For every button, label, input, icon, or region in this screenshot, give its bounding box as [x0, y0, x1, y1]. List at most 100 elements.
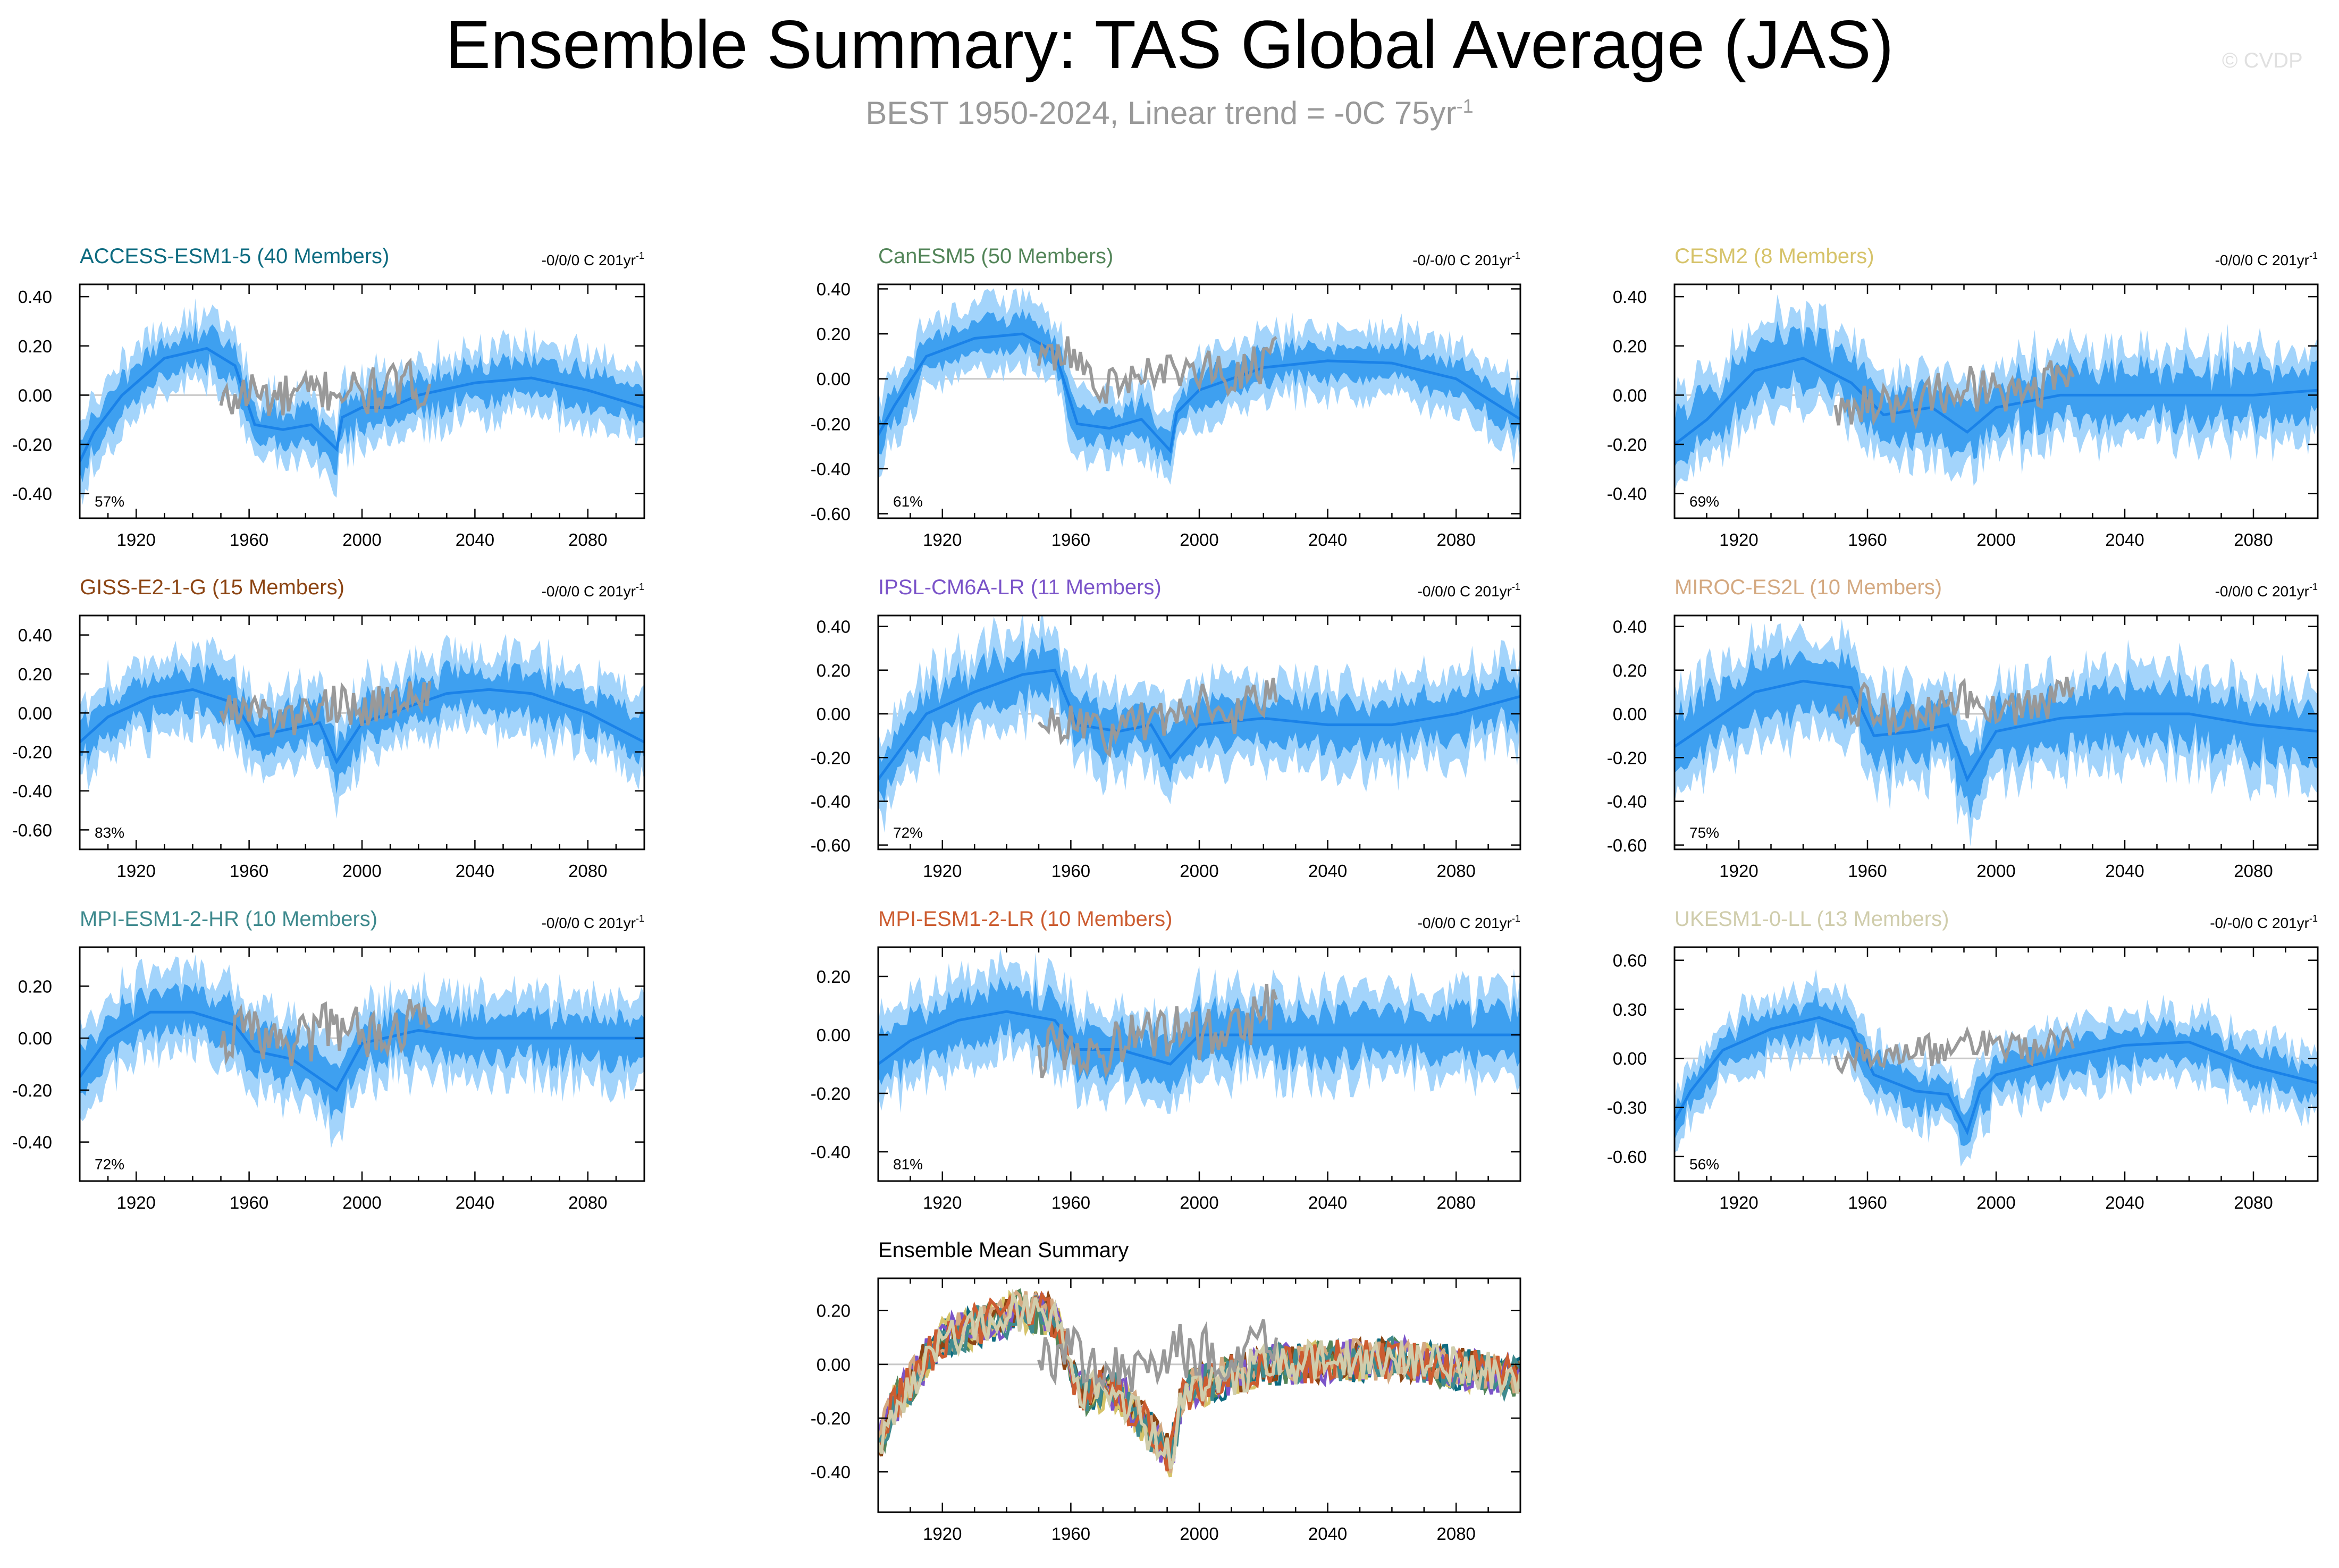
x-tick-label: 2080	[2234, 861, 2273, 881]
x-tick-label: 2040	[456, 530, 494, 550]
ensemble-iqr-band	[80, 659, 644, 794]
x-tick-label: 1960	[230, 861, 268, 881]
x-tick-label: 1960	[1051, 861, 1090, 881]
chart-panel: 1920 1960 2000 2040 2080 0.40 0.20 0.00 -0.20 -0.…	[1607, 245, 2319, 550]
y-tick-label: -0.40	[1607, 792, 1647, 812]
observations-line	[1037, 336, 1277, 404]
x-tick-label: 1920	[1719, 1193, 1758, 1212]
panel-title: GISS-E2-1-G (15 Members)	[80, 576, 344, 599]
y-tick-label: 0.20	[1613, 336, 1647, 356]
y-tick-label: 0.00	[817, 704, 851, 724]
panel-title: CanESM5 (50 Members)	[878, 245, 1113, 268]
trend-label: -0/0/0 C 201yr-1	[1418, 581, 1520, 600]
panel-title: MPI-ESM1-2-LR (10 Members)	[878, 907, 1172, 931]
y-tick-label: -0.20	[811, 1084, 851, 1103]
percent-label: 75%	[1689, 824, 1719, 841]
y-tick-label: 0.40	[18, 626, 52, 645]
percent-label: 69%	[1689, 493, 1719, 510]
x-tick-label: 1920	[923, 861, 962, 881]
plot-area	[80, 634, 644, 819]
panel-title: CESM2 (8 Members)	[1675, 245, 1874, 268]
x-tick-label: 2080	[568, 861, 607, 881]
x-tick-label: 1920	[923, 1524, 962, 1544]
x-tick-label: 2000	[342, 530, 381, 550]
panel-title: IPSL-CM6A-LR (11 Members)	[878, 576, 1162, 599]
trend-label: -0/0/0 C 201yr-1	[2215, 250, 2318, 268]
y-tick-label: 0.20	[18, 976, 52, 996]
y-tick-label: 0.20	[18, 664, 52, 684]
x-tick-label: 2080	[2234, 530, 2273, 550]
x-tick-label: 1960	[230, 530, 268, 550]
plot-area	[878, 948, 1520, 1114]
x-tick-label: 2080	[2234, 1193, 2273, 1212]
percent-label: 56%	[1689, 1156, 1719, 1173]
trend-label: -0/0/0 C 201yr-1	[1418, 913, 1520, 931]
x-tick-label: 2040	[1308, 1524, 1347, 1544]
x-tick-label: 1960	[1848, 861, 1887, 881]
y-tick-label: 0.00	[1613, 704, 1647, 724]
y-tick-label: 0.40	[817, 279, 851, 299]
x-tick-label: 1920	[923, 1193, 962, 1212]
x-tick-label: 1920	[116, 530, 155, 550]
x-tick-label: 2000	[1180, 530, 1218, 550]
y-tick-label: 0.00	[18, 703, 52, 723]
chart-panel: 1920 1960 2000 2040 2080 0.40 0.20 0.00 -0.20 -0.…	[12, 245, 645, 550]
trend-label: -0/-0/0 C 201yr-1	[1412, 250, 1520, 268]
observations-line	[1037, 983, 1278, 1078]
y-tick-label: -0.60	[811, 504, 851, 524]
x-tick-label: 2080	[1436, 1524, 1475, 1544]
x-tick-label: 1920	[116, 1193, 155, 1212]
x-tick-label: 1920	[1719, 530, 1758, 550]
observations-line	[1833, 360, 2075, 430]
x-tick-label: 1960	[1051, 1524, 1090, 1544]
y-tick-label: -0.60	[1607, 1147, 1647, 1167]
panel-title: MIROC-ES2L (10 Members)	[1675, 576, 1942, 599]
y-tick-label: -0.20	[12, 743, 52, 762]
y-tick-label: -0.40	[12, 484, 52, 504]
x-tick-label: 2000	[1976, 530, 2015, 550]
x-tick-label: 2040	[1308, 530, 1347, 550]
y-tick-label: -0.40	[12, 781, 52, 801]
panel-title: Ensemble Mean Summary	[878, 1238, 1129, 1262]
y-tick-label: 0.00	[817, 1025, 851, 1045]
observations-line	[1037, 678, 1278, 758]
page-subtitle: BEST 1950-2024, Linear trend = -0C 75yr-…	[0, 86, 2339, 133]
ensemble-mean-line	[878, 1010, 1520, 1066]
ensemble-mean-line	[1675, 1016, 2318, 1136]
panel-title: ACCESS-ESM1-5 (40 Members)	[80, 245, 389, 268]
y-tick-label: 0.00	[1613, 385, 1647, 405]
y-tick-label: 0.40	[18, 287, 52, 307]
chart-panel: 1920 1960 2000 2040 2080 0.20 0.00 -0.20 -0.40 MP…	[12, 907, 645, 1212]
y-tick-label: 0.00	[817, 1355, 851, 1375]
trend-label: -0/0/0 C 201yr-1	[542, 913, 644, 931]
y-tick-label: 0.30	[1613, 1000, 1647, 1019]
trend-label: -0/0/0 C 201yr-1	[2215, 581, 2318, 600]
subtitle-text: BEST 1950-2024, Linear trend = -0C 75yr	[865, 95, 1457, 131]
y-tick-label: -0.40	[811, 1462, 851, 1482]
ensemble-mean-line	[80, 347, 644, 462]
x-tick-label: 2080	[568, 1193, 607, 1212]
percent-label: 72%	[893, 824, 923, 841]
ensemble-mean-line	[878, 669, 1520, 780]
ensemble-iqr-band	[80, 982, 644, 1121]
x-tick-label: 1920	[116, 861, 155, 881]
observations-line	[1833, 677, 2075, 736]
y-tick-label: -0.20	[1607, 435, 1647, 454]
chart-panel: 1920 1960 2000 2040 2080 0.20 0.00 -0.20 -0.40 MP…	[811, 907, 1521, 1212]
cvdp-watermark: © CVDP	[2222, 49, 2303, 72]
x-tick-label: 1960	[1051, 1193, 1090, 1212]
y-tick-label: 0.60	[1613, 951, 1647, 971]
x-tick-label: 2080	[568, 530, 607, 550]
x-tick-label: 2040	[2105, 861, 2144, 881]
y-tick-label: -0.40	[1607, 484, 1647, 504]
y-tick-label: 0.00	[18, 1029, 52, 1048]
y-tick-label: 0.20	[817, 1301, 851, 1321]
chart-panel: 1920 1960 2000 2040 2080 0.40 0.20 0.00 -0.20 -0.…	[811, 245, 1521, 550]
x-tick-label: 2040	[1308, 1193, 1347, 1212]
x-tick-label: 2080	[1436, 861, 1475, 881]
y-tick-label: -0.20	[1607, 748, 1647, 768]
subtitle-exponent: -1	[1456, 95, 1474, 117]
plot-area	[1675, 969, 2318, 1167]
panel-title: MPI-ESM1-2-HR (10 Members)	[80, 907, 377, 931]
